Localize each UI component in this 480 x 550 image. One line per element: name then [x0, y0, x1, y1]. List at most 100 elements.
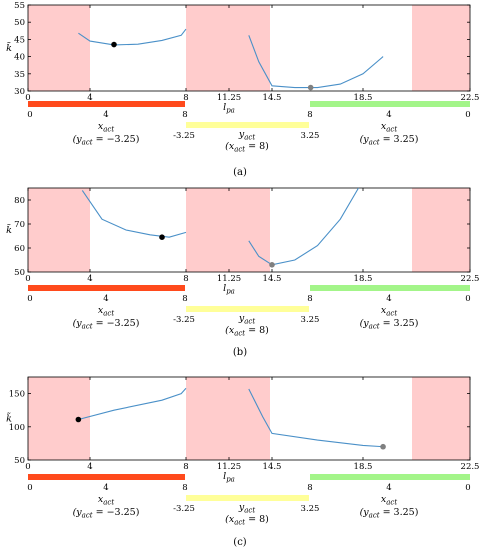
bar-tick-green: 8	[307, 110, 312, 120]
bar-sublabel-yellow: (xact = 8)	[225, 141, 269, 154]
bar-yellow	[186, 495, 309, 501]
x-tick-label: 0	[25, 274, 30, 284]
x-tick-label: 18.5	[354, 93, 373, 103]
bar-sublabel-red: (yact = −3.25)	[73, 507, 140, 520]
bar-red	[28, 285, 185, 291]
y-tick-label: 40	[14, 53, 25, 63]
bar-sublabel-green: (yact = 3.25)	[360, 318, 419, 331]
bar-tick-green: 8	[307, 294, 312, 304]
x-tick-label: 11.25	[217, 462, 241, 472]
y-tick-label: 30	[14, 87, 25, 97]
y-tick-label: 45	[14, 35, 25, 45]
bar-tick-green: 4	[386, 483, 391, 493]
x-axis-label: lpa	[223, 102, 235, 115]
bar-tick-yellow: 3.25	[301, 131, 320, 141]
bar-tick-green: 4	[386, 110, 391, 120]
bar-tick-red: 0	[27, 294, 32, 304]
y-tick-label: 55	[14, 1, 25, 11]
bar-sublabel-green: (yact = 3.25)	[360, 507, 419, 520]
bar-sublabel-red: (yact = −3.25)	[73, 318, 140, 331]
x-axis-label: lpa	[223, 471, 235, 484]
y-axis-label: k̃	[6, 41, 12, 54]
bar-label-yellow: yact	[238, 313, 255, 326]
bar-sublabel-green: (yact = 3.25)	[360, 134, 419, 147]
y-tick-label: 35	[14, 70, 25, 80]
series-line-2	[248, 35, 384, 89]
optimum-marker-gray	[380, 443, 386, 450]
bar-tick-red: 0	[27, 110, 32, 120]
y-tick-label: 70	[14, 220, 25, 230]
series-line-2	[248, 187, 359, 266]
bar-tick-red: 8	[182, 294, 187, 304]
bar-tick-red: 0	[27, 483, 32, 493]
optimum-marker-gray	[269, 262, 275, 268]
y-tick-label: 50	[14, 18, 25, 28]
y-tick-label: 100	[9, 423, 25, 433]
x-axis-label: lpa	[223, 283, 235, 296]
bar-tick-yellow: -3.25	[173, 315, 195, 325]
x-tick-label: 8	[183, 274, 188, 284]
bar-sublabel-red: (yact = −3.25)	[73, 134, 140, 147]
shaded-region	[186, 377, 270, 460]
bar-label-yellow: yact	[238, 129, 255, 142]
x-tick-label: 0	[25, 93, 30, 103]
shaded-region	[412, 5, 470, 91]
shaded-region	[412, 188, 470, 272]
series-line-1	[81, 190, 187, 238]
x-tick-label: 8	[183, 462, 188, 472]
x-tick-label: 14.5	[263, 93, 282, 103]
x-tick-label: 11.25	[217, 93, 241, 103]
shaded-region	[186, 5, 270, 91]
x-tick-label: 14.5	[263, 274, 282, 284]
bar-sublabel-yellow: (xact = 8)	[225, 325, 269, 338]
optimum-marker-black	[75, 416, 82, 423]
x-tick-label: 4	[87, 274, 92, 284]
x-tick-label: 4	[87, 462, 92, 472]
bar-tick-yellow: -3.25	[173, 131, 195, 141]
optimum-marker-black	[159, 234, 165, 240]
y-axis-label: k̃	[6, 223, 12, 236]
bar-tick-green: 4	[386, 294, 391, 304]
x-tick-label: 8	[183, 93, 188, 103]
shaded-region	[186, 188, 270, 272]
x-tick-label: 11.25	[217, 274, 241, 284]
bar-tick-red: 8	[182, 483, 187, 493]
bar-label-red: xact	[98, 494, 114, 507]
x-tick-label: 18.5	[354, 274, 373, 284]
bar-red	[28, 101, 185, 107]
bar-label-red: xact	[98, 121, 114, 134]
y-axis-label: k̃	[6, 411, 12, 424]
bar-label-red: xact	[98, 305, 114, 318]
x-tick-label: 22.5	[461, 93, 480, 103]
panel-caption: (a)	[233, 167, 247, 178]
panel-caption: (c)	[233, 537, 247, 548]
bar-tick-yellow: 3.25	[301, 504, 320, 514]
optimum-marker-gray	[307, 84, 314, 91]
bar-yellow	[186, 306, 309, 312]
bar-tick-green: 0	[465, 294, 470, 304]
bar-tick-yellow: -3.25	[173, 504, 195, 514]
bar-tick-red: 4	[103, 294, 108, 304]
series-line-1	[78, 28, 187, 46]
bar-green	[310, 101, 470, 107]
shaded-region	[28, 5, 90, 91]
y-tick-label: 50	[14, 456, 25, 466]
x-tick-label: 0	[25, 462, 30, 472]
shaded-region	[28, 188, 90, 272]
bar-label-green: xact	[381, 121, 397, 134]
bar-yellow	[186, 122, 309, 128]
chart-panel-b: 50 60 70 80 k̃ 0 4 8 11.25 14.5 18.5 22.5 lpa 0 4 8 8 4 0 -…	[6, 187, 480, 358]
bar-tick-green: 0	[465, 110, 470, 120]
axes-frame	[27, 187, 471, 273]
y-tick-label: 60	[14, 244, 25, 254]
bar-green	[310, 474, 470, 480]
axes-frame	[27, 4, 471, 92]
shaded-region	[412, 377, 470, 460]
x-tick-label: 22.5	[461, 274, 480, 284]
optimum-marker-black	[111, 41, 117, 48]
x-tick-label: 18.5	[354, 462, 373, 472]
axes-frame	[27, 376, 471, 461]
x-tick-label: 14.5	[263, 462, 282, 472]
